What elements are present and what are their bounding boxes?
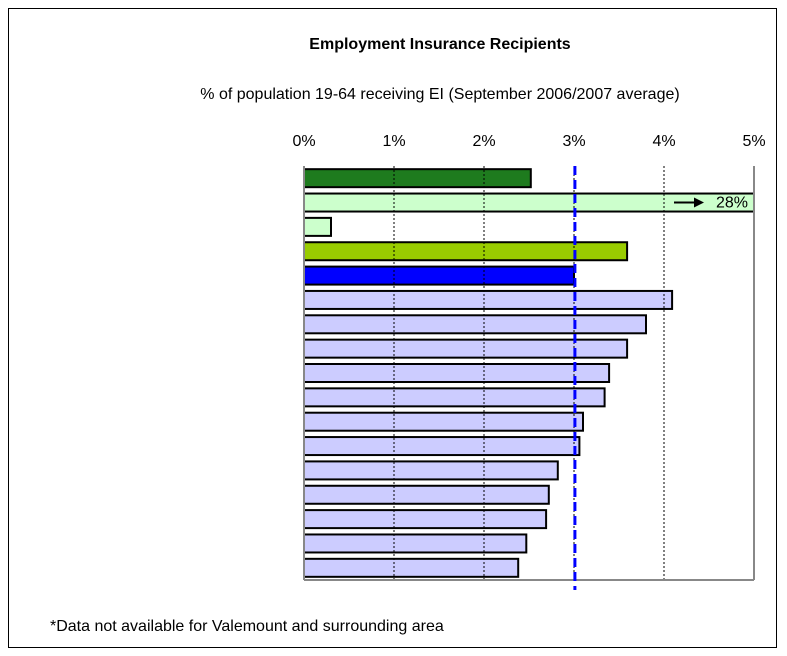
label-arrowhead [694, 197, 704, 208]
bar [304, 265, 575, 286]
x-tick-label: 4% [652, 133, 675, 150]
bar [304, 387, 606, 408]
bar [304, 192, 754, 213]
chart-subtitle: % of population 19-64 receiving EI (Sept… [200, 86, 680, 103]
x-tick-label: 0% [292, 133, 315, 150]
bar [304, 557, 520, 578]
x-tick-label: 5% [742, 133, 765, 150]
bar [304, 314, 647, 335]
value-label: 28% [716, 195, 748, 212]
bar [304, 216, 332, 237]
x-tick-label: 2% [472, 133, 495, 150]
bar [304, 411, 584, 432]
chart-frame [8, 8, 777, 648]
bar [304, 289, 674, 310]
bar [304, 363, 611, 383]
bar [304, 533, 528, 554]
bar [304, 509, 548, 530]
bars [304, 168, 754, 578]
x-tick-label: 3% [562, 133, 585, 150]
bar [304, 168, 532, 189]
bar [304, 338, 629, 359]
chart-title: Employment Insurance Recipients [309, 36, 571, 53]
bar [304, 241, 629, 262]
bar [304, 484, 550, 505]
x-tick-label: 1% [382, 133, 405, 150]
footnote: *Data not available for Valemount and su… [50, 618, 444, 635]
bar [304, 436, 581, 457]
bar [304, 460, 559, 481]
